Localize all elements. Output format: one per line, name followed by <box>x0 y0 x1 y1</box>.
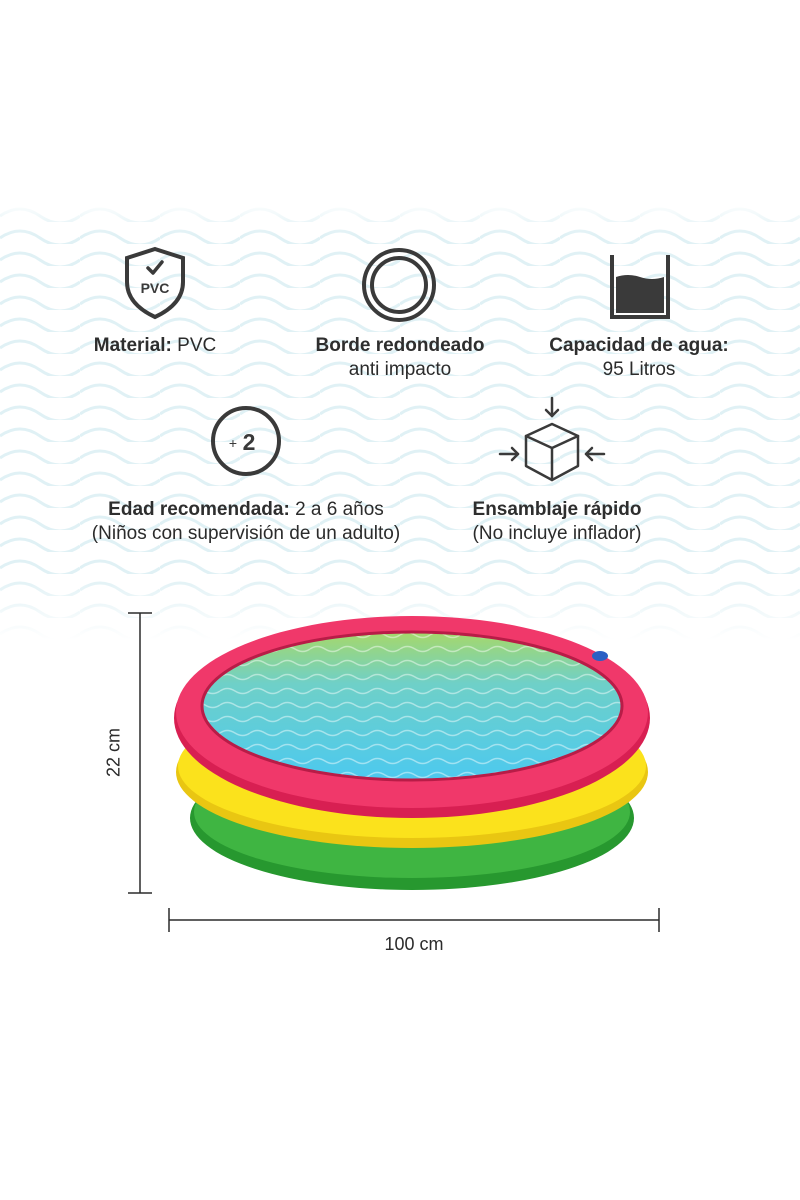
age-badge-plus: + <box>229 435 237 451</box>
box-compress-icon <box>498 396 606 482</box>
age-subtitle: (Niños con supervisión de un adulto) <box>91 523 401 544</box>
age-badge-icon: + 2 <box>211 406 281 476</box>
border-title: Borde redondeado <box>315 335 485 356</box>
pvc-badge-text: PVC <box>141 280 170 296</box>
ring-icon <box>362 248 436 322</box>
height-label: 22 cm <box>103 727 124 778</box>
age-badge-number: 2 <box>243 429 256 455</box>
capacity-title: Capacidad de agua: <box>549 335 729 356</box>
assembly-title: Ensamblaje rápido <box>472 499 642 520</box>
age-label: Edad recomendada: <box>108 499 290 520</box>
material-label: Material: <box>93 335 172 356</box>
feature-age: Edad recomendada: 2 a 6 años (Niños con … <box>60 498 432 546</box>
assembly-subtitle: (No incluye inflador) <box>472 523 642 544</box>
shield-check-icon: PVC <box>125 246 185 320</box>
feature-material: Material: PVC <box>60 334 250 358</box>
width-dimension-line <box>168 908 660 932</box>
feature-border: Borde redondeado anti impacto <box>290 334 510 382</box>
age-value: 2 a 6 años <box>295 499 384 520</box>
material-value: PVC <box>177 335 217 356</box>
feature-capacity: Capacidad de agua: 95 Litros <box>528 334 750 382</box>
pool-image <box>174 616 650 890</box>
capacity-subtitle: 95 Litros <box>602 359 676 380</box>
height-dimension-line <box>128 612 152 894</box>
border-subtitle: anti impacto <box>348 359 452 380</box>
feature-assembly: Ensamblaje rápido (No incluye inflador) <box>452 498 662 546</box>
water-container-icon <box>610 255 670 319</box>
width-label: 100 cm <box>384 934 444 954</box>
